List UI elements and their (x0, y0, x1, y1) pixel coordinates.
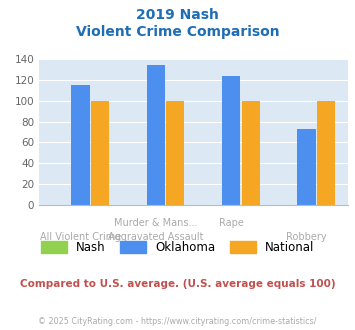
Legend: Nash, Oklahoma, National: Nash, Oklahoma, National (36, 236, 319, 259)
Text: Violent Crime Comparison: Violent Crime Comparison (76, 25, 279, 39)
Text: Murder & Mans...: Murder & Mans... (114, 218, 198, 228)
Text: © 2025 CityRating.com - https://www.cityrating.com/crime-statistics/: © 2025 CityRating.com - https://www.city… (38, 317, 317, 326)
Text: Rape: Rape (219, 218, 244, 228)
Bar (91, 101, 109, 205)
Text: Compared to U.S. average. (U.S. average equals 100): Compared to U.S. average. (U.S. average … (20, 279, 335, 289)
Text: Aggravated Assault: Aggravated Assault (108, 232, 203, 242)
Bar (297, 129, 316, 205)
Bar (71, 85, 89, 205)
Bar (147, 65, 165, 205)
Text: 2019 Nash: 2019 Nash (136, 8, 219, 22)
Text: All Violent Crime: All Violent Crime (40, 232, 121, 242)
Bar (242, 101, 260, 205)
Bar (222, 76, 240, 205)
Bar (317, 101, 335, 205)
Bar (166, 101, 185, 205)
Text: Robbery: Robbery (286, 232, 327, 242)
